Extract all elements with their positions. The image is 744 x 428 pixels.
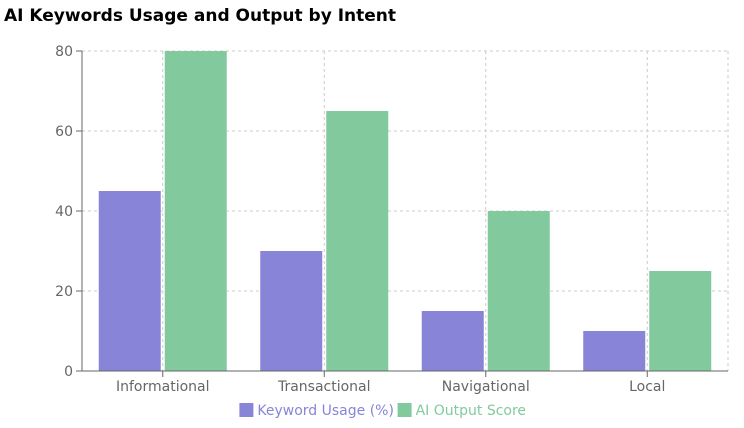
x-tick-label: Navigational [442, 379, 530, 395]
bar-local-ai-output-score [649, 271, 712, 371]
y-tick-label: 20 [55, 284, 73, 300]
legend-label-ai-output-score: AI Output Score [416, 403, 526, 419]
x-tick-label: Local [629, 379, 665, 395]
y-tick-label: 0 [64, 364, 73, 380]
legend: Keyword Usage (%) AI Output Score [239, 403, 526, 419]
bar-navigational-ai-output-score [487, 211, 550, 371]
chart-title: AI Keywords Usage and Output by Intent [4, 6, 397, 26]
bar-transactional-keyword-usage [260, 251, 323, 371]
y-tick-label: 80 [55, 44, 73, 60]
bar-transactional-ai-output-score [326, 111, 389, 371]
x-tick-label: Transactional [277, 379, 371, 395]
bar-navigational-keyword-usage [421, 311, 484, 371]
y-tick-label: 60 [55, 124, 73, 140]
x-tick-label: Informational [116, 379, 210, 395]
bars-group [98, 51, 712, 371]
legend-swatch-keyword-usage [239, 403, 254, 417]
bar-local-keyword-usage [583, 331, 646, 371]
legend-label-keyword-usage: Keyword Usage (%) [257, 403, 394, 419]
y-tick-label: 40 [55, 204, 73, 220]
axes: 0 20 40 60 80 Informational Transactional Navig… [55, 44, 728, 395]
legend-swatch-ai-output-score [397, 403, 412, 417]
bar-informational-ai-output-score [164, 51, 227, 371]
grid-lines [82, 50, 729, 371]
bar-informational-keyword-usage [98, 191, 161, 371]
